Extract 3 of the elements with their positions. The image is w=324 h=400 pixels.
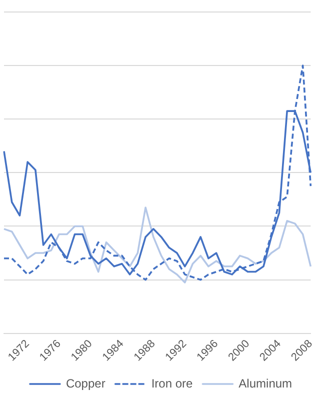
legend-label: Iron ore bbox=[151, 376, 194, 390]
legend-label: Aluminum bbox=[238, 376, 292, 390]
legend-label: Copper bbox=[66, 376, 106, 390]
